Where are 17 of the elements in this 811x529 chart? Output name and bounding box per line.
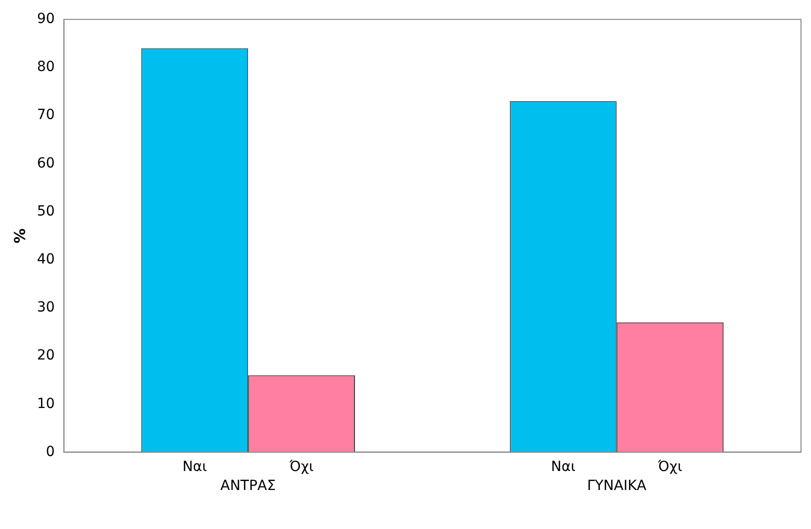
y-tick-label: 60: [36, 155, 55, 172]
y-tick-label: 50: [36, 203, 55, 220]
y-tick-label: 80: [36, 59, 55, 76]
text: Ναι: [551, 458, 576, 475]
y-tick-label: 70: [36, 107, 55, 124]
y-tick-label: 90: [36, 11, 55, 28]
text: Όχι: [658, 458, 682, 475]
y-axis-title: %: [10, 228, 29, 244]
y-tick-label: 20: [36, 348, 55, 364]
y-tick-label: 40: [36, 251, 55, 268]
y-tick-label: 30: [36, 300, 55, 316]
x-tick-label: ΑΝΤΡΑΣ: [220, 478, 276, 494]
x-tick-label: ΓΥΝΑΙΚΑ: [587, 478, 647, 494]
y-tick-label: 10: [36, 396, 55, 412]
y-tick-label: 0: [46, 444, 55, 460]
series-label: Ναι: [182, 458, 208, 475]
series-label: Όχι: [288, 458, 314, 475]
